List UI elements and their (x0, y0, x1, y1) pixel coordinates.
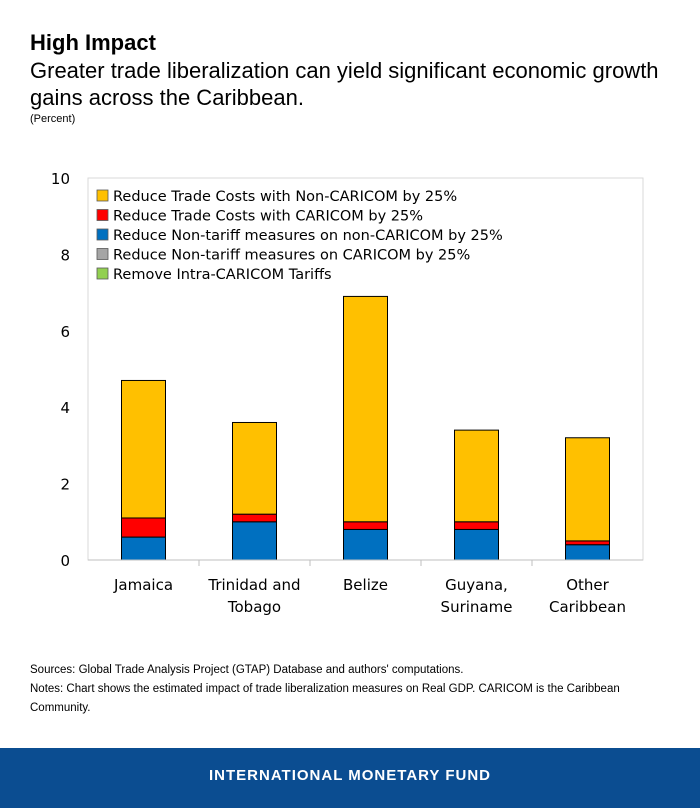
x-tick-label: Belize (343, 576, 388, 594)
bar-segment (232, 513, 277, 523)
legend-label: Reduce Trade Costs with Non-CARICOM by 2… (113, 189, 457, 205)
x-tick-label: Jamaica (113, 576, 173, 594)
x-tick-label: Caribbean (549, 598, 626, 616)
y-tick-label: 10 (51, 170, 70, 188)
legend-label: Reduce Trade Costs with CARICOM by 25% (113, 209, 423, 225)
legend-swatch (96, 248, 109, 260)
y-tick-label: 0 (60, 552, 70, 570)
bar-segment (565, 437, 610, 542)
stacked-bar-chart: 0 2 4 6 8 10 Jamaica Trinidad and Tobago Belize Gu… (51, 170, 644, 616)
chart-subtitle: Greater trade liberalization can yield s… (30, 58, 659, 110)
bar-segment (454, 528, 499, 561)
footer-banner: INTERNATIONAL MONETARY FUND (0, 748, 700, 808)
legend-label: Reduce Non-tariff measures on CARICOM by… (113, 248, 470, 264)
bar-segment (121, 379, 166, 519)
legend-swatch (96, 209, 109, 221)
legend-label: Remove Intra-CARICOM Tariffs (113, 267, 332, 283)
x-tick-label: Guyana, (445, 576, 508, 594)
bar-segment (232, 421, 277, 515)
y-tick-label: 4 (60, 399, 70, 417)
x-tick-label: Trinidad and (207, 576, 300, 594)
bar-segment (232, 521, 277, 561)
y-tick-label: 6 (60, 323, 70, 341)
x-tick-label: Other (566, 576, 609, 594)
legend-swatch (96, 267, 109, 280)
sources-text: Sources: Global Trade Analysis Project (… (30, 664, 464, 676)
bar-segment (343, 295, 388, 523)
bar-segment (121, 517, 166, 538)
bar-segment (121, 536, 166, 561)
source-notes: Sources: Global Trade Analysis Project (… (30, 661, 670, 718)
legend-swatch (96, 189, 109, 202)
legend-label: Reduce Non-tariff measures on non-CARICO… (113, 228, 503, 244)
bar-segment (343, 528, 388, 561)
x-tick-label: Suriname (441, 598, 513, 616)
y-tick-label: 2 (60, 476, 70, 494)
bar-segment (565, 540, 610, 546)
chart-title: High Impact (30, 30, 156, 55)
unit-label: (Percent) (30, 113, 76, 125)
imf-logo-text: INTERNATIONAL MONETARY FUND (209, 767, 491, 784)
bar-segment (454, 429, 499, 523)
bar-segment (565, 544, 610, 561)
notes-text: Notes: Chart shows the estimated impact … (30, 683, 620, 714)
bar-segment (343, 521, 388, 530)
bar-segment (454, 521, 499, 530)
legend-swatch (96, 228, 109, 241)
y-tick-label: 8 (60, 246, 70, 264)
x-tick-label: Tobago (227, 598, 281, 616)
